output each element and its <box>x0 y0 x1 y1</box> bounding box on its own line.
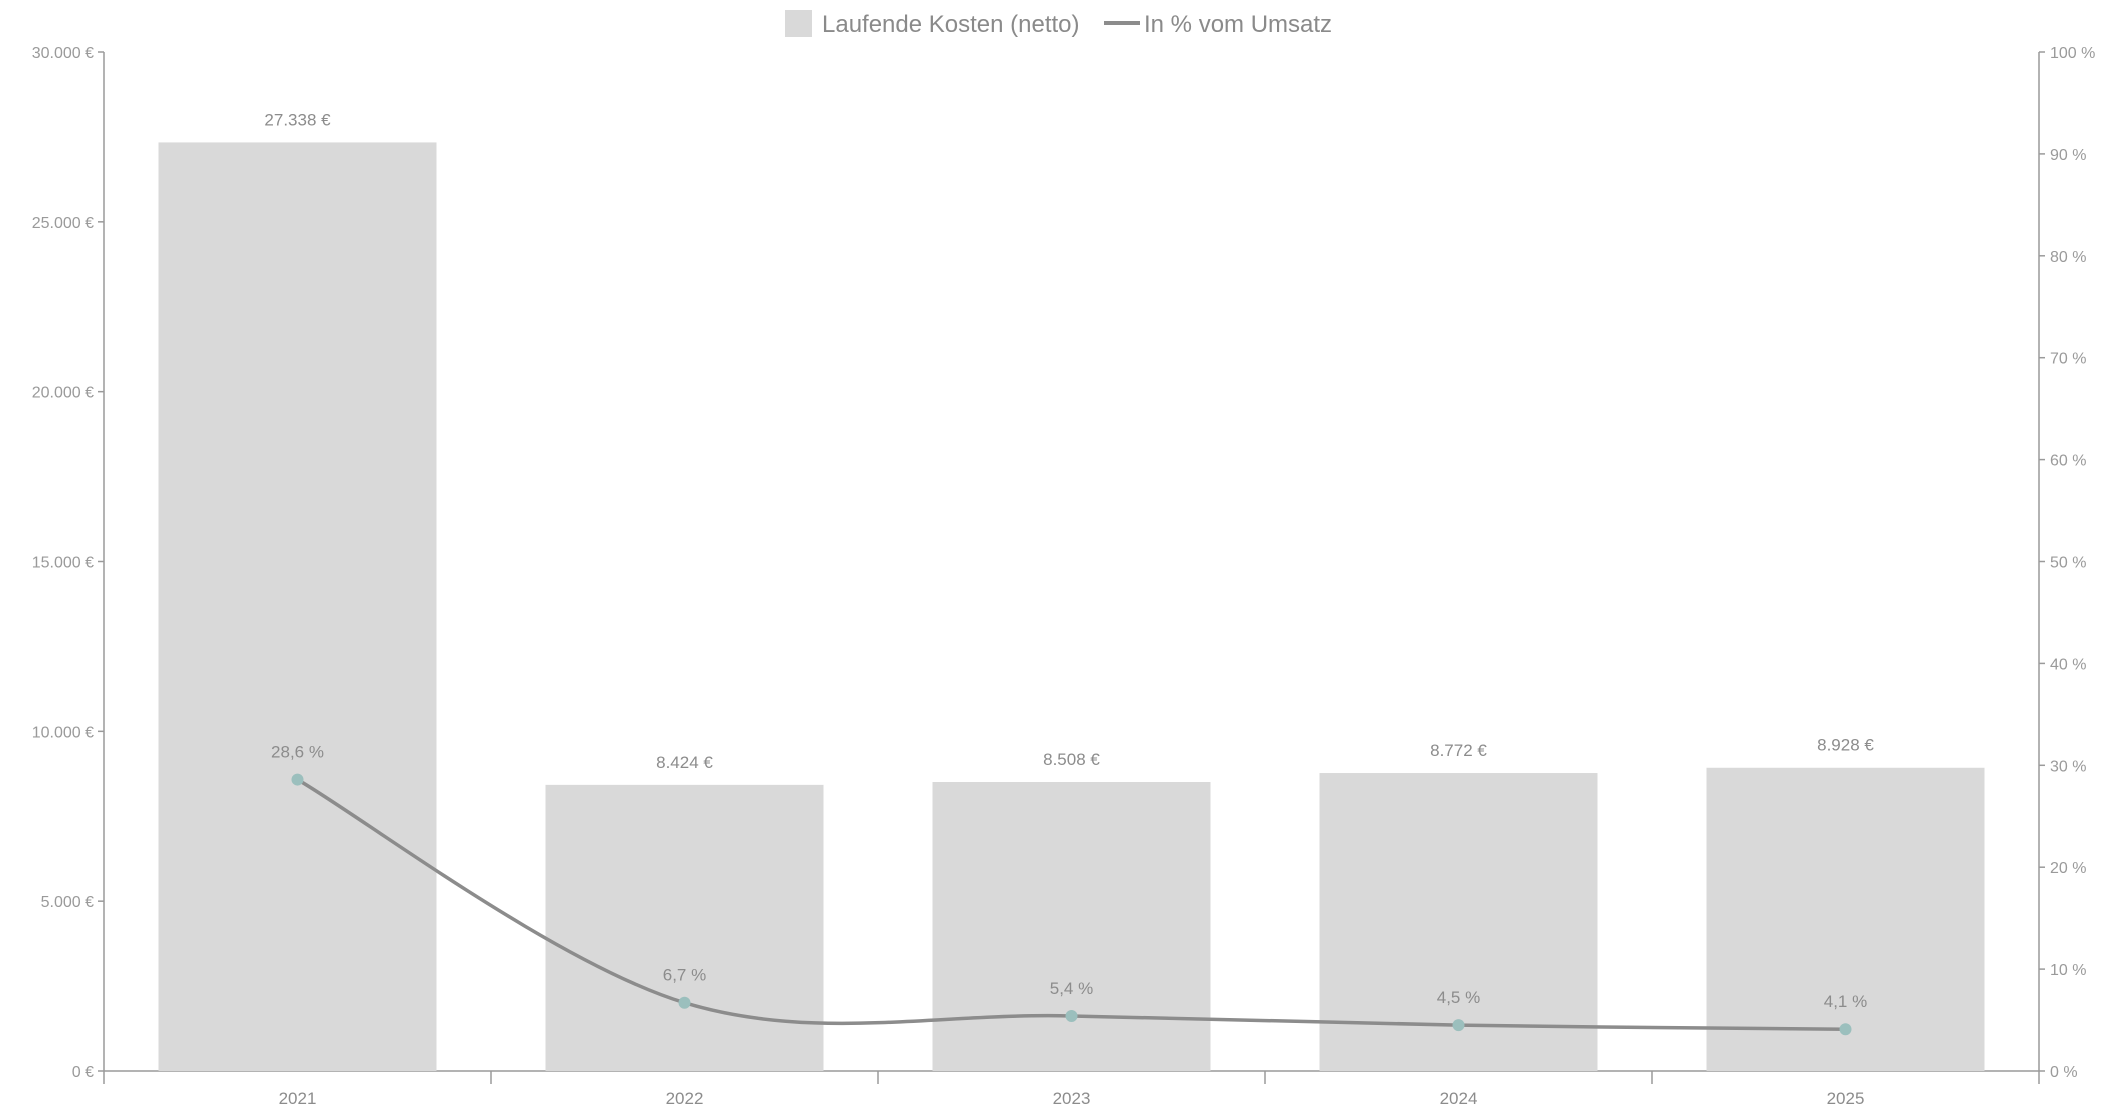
left-tick-label: 25.000 € <box>32 215 94 232</box>
bar-data-label: 8.772 € <box>1430 741 1487 760</box>
category-labels: 2021 2022 2023 2024 2025 <box>279 1089 1865 1107</box>
line-data-label: 5,4 % <box>1050 979 1093 998</box>
right-tick-label: 50 % <box>2050 555 2086 572</box>
line-point <box>1839 1023 1852 1036</box>
legend-label-bars: Laufende Kosten (netto) <box>822 11 1080 38</box>
right-tick-label: 20 % <box>2050 860 2086 877</box>
right-tick-label: 30 % <box>2050 758 2086 775</box>
left-tick-label: 10.000 € <box>32 724 94 741</box>
right-tick-label: 10 % <box>2050 962 2086 979</box>
category-label: 2022 <box>666 1089 704 1107</box>
right-tick-label: 0 % <box>2050 1064 2078 1081</box>
bar-data-label: 27.338 € <box>264 110 331 129</box>
line-data-label: 6,7 % <box>663 966 706 985</box>
legend: Laufende Kosten (netto) In % vom Umsatz <box>785 10 1332 38</box>
legend-label-line: In % vom Umsatz <box>1144 11 1332 38</box>
bar-data-label: 8.424 € <box>656 753 713 772</box>
bar <box>932 782 1211 1071</box>
bar-data-label: 8.508 € <box>1043 750 1100 769</box>
right-tick-label: 90 % <box>2050 147 2086 164</box>
left-tick-label: 30.000 € <box>32 45 94 62</box>
line-point <box>1452 1019 1465 1032</box>
left-tick-label: 15.000 € <box>32 555 94 572</box>
left-tick-label: 20.000 € <box>32 385 94 402</box>
left-tick-label: 5.000 € <box>41 894 94 911</box>
left-tick-label: 0 € <box>72 1064 94 1081</box>
line-data-label: 28,6 % <box>271 743 324 762</box>
category-label: 2023 <box>1053 1089 1091 1107</box>
bar-data-label: 8.928 € <box>1817 736 1874 755</box>
line-point <box>1065 1009 1078 1022</box>
line-data-label: 4,5 % <box>1437 988 1480 1007</box>
line-data-labels: 28,6 % 6,7 % 5,4 % 4,5 % 4,1 % <box>271 743 1867 1012</box>
line-series <box>291 773 1852 1036</box>
bar <box>545 784 824 1071</box>
right-tick-label: 80 % <box>2050 249 2086 266</box>
bar-series <box>158 142 1985 1072</box>
right-tick-label: 60 % <box>2050 453 2086 470</box>
right-tick-label: 100 % <box>2050 45 2095 62</box>
line-point <box>678 996 691 1009</box>
bar <box>1706 767 1985 1071</box>
right-tick-label: 40 % <box>2050 656 2086 673</box>
category-label: 2025 <box>1827 1089 1865 1107</box>
line-data-label: 4,1 % <box>1824 992 1867 1011</box>
category-label: 2024 <box>1440 1089 1478 1107</box>
right-tick-label: 70 % <box>2050 351 2086 368</box>
bar <box>158 142 437 1072</box>
category-label: 2021 <box>279 1089 317 1107</box>
legend-swatch-bars <box>785 10 812 37</box>
line-point <box>291 773 304 786</box>
bar-data-labels: 27.338 € 8.424 € 8.508 € 8.772 € 8.928 € <box>264 110 1874 771</box>
